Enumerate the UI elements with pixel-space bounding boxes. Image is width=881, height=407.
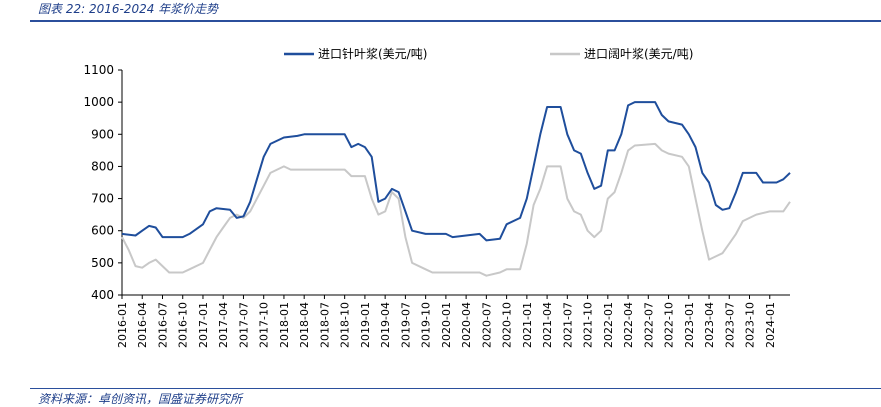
source-note: 资料来源：卓创资讯，国盛证券研究所 (38, 392, 243, 406)
legend-label-softwood: 进口针叶浆(美元/吨) (318, 46, 427, 61)
x-tick-label: 2017-07 (237, 302, 250, 348)
x-tick-label: 2024-01 (764, 302, 777, 348)
x-tick-label: 2018-01 (278, 302, 291, 348)
x-tick-label: 2016-04 (136, 302, 149, 348)
y-tick-label: 600 (91, 224, 114, 238)
x-tick-label: 2021-01 (521, 302, 534, 348)
x-tick-label: 2022-01 (602, 302, 615, 348)
x-tick-label: 2023-01 (683, 302, 696, 348)
x-tick-label: 2021-04 (541, 302, 554, 348)
x-tick-label: 2018-10 (339, 302, 352, 348)
series-line-hardwood (121, 142, 791, 277)
x-tick-label: 2016-10 (177, 302, 190, 348)
x-tick-label: 2016-07 (156, 302, 169, 348)
bottom-rule (30, 388, 881, 389)
x-tick-label: 2022-04 (622, 302, 635, 348)
top-rule (30, 20, 881, 22)
series-layer (121, 101, 791, 277)
axes: 400 500 600 700 800 900 1000 1100 2016-01 2016-04… (83, 63, 790, 348)
x-tick-label: 2019-01 (359, 302, 372, 348)
series-line-softwood (121, 101, 791, 242)
legend: 进口针叶浆(美元/吨) 进口阔叶浆(美元/吨) (284, 46, 693, 61)
x-tick-label: 2017-10 (258, 302, 271, 348)
x-tick-label: 2023-10 (744, 302, 757, 348)
x-tick-label: 2019-07 (399, 302, 412, 348)
pulp-price-line-chart: 进口针叶浆(美元/吨) 进口阔叶浆(美元/吨) 400 500 600 700 800 9… (83, 46, 791, 348)
x-tick-label: 2022-07 (642, 302, 655, 348)
x-tick-label: 2019-04 (379, 302, 392, 348)
x-tick-label: 2023-04 (703, 302, 716, 348)
y-tick-label: 800 (91, 159, 114, 173)
y-tick-label: 1000 (83, 95, 114, 109)
x-tick-label: 2018-07 (318, 302, 331, 348)
x-tick-label: 2017-04 (217, 302, 230, 348)
x-tick-label: 2017-01 (197, 302, 210, 348)
y-tick-label: 500 (91, 256, 114, 270)
x-tick-label: 2021-10 (582, 302, 595, 348)
x-tick-label: 2020-10 (501, 302, 514, 348)
y-tick-label: 1100 (83, 63, 114, 77)
x-tick-label: 2021-07 (561, 302, 574, 348)
x-tick-label: 2020-01 (440, 302, 453, 348)
y-tick-label: 700 (91, 192, 114, 206)
figure-title: 图表 22: 2016-2024 年浆价走势 (38, 2, 219, 16)
legend-label-hardwood: 进口阔叶浆(美元/吨) (584, 46, 693, 61)
x-tick-label: 2019-10 (420, 302, 433, 348)
x-tick-label: 2020-07 (480, 302, 493, 348)
y-tick-label: 900 (91, 127, 114, 141)
x-tick-label: 2018-04 (298, 302, 311, 348)
x-tick-label: 2023-07 (723, 302, 736, 348)
x-tick-label: 2020-04 (460, 302, 473, 348)
x-tick-label: 2016-01 (116, 302, 129, 348)
y-tick-label: 400 (91, 288, 114, 302)
x-tick-label: 2022-10 (663, 302, 676, 348)
